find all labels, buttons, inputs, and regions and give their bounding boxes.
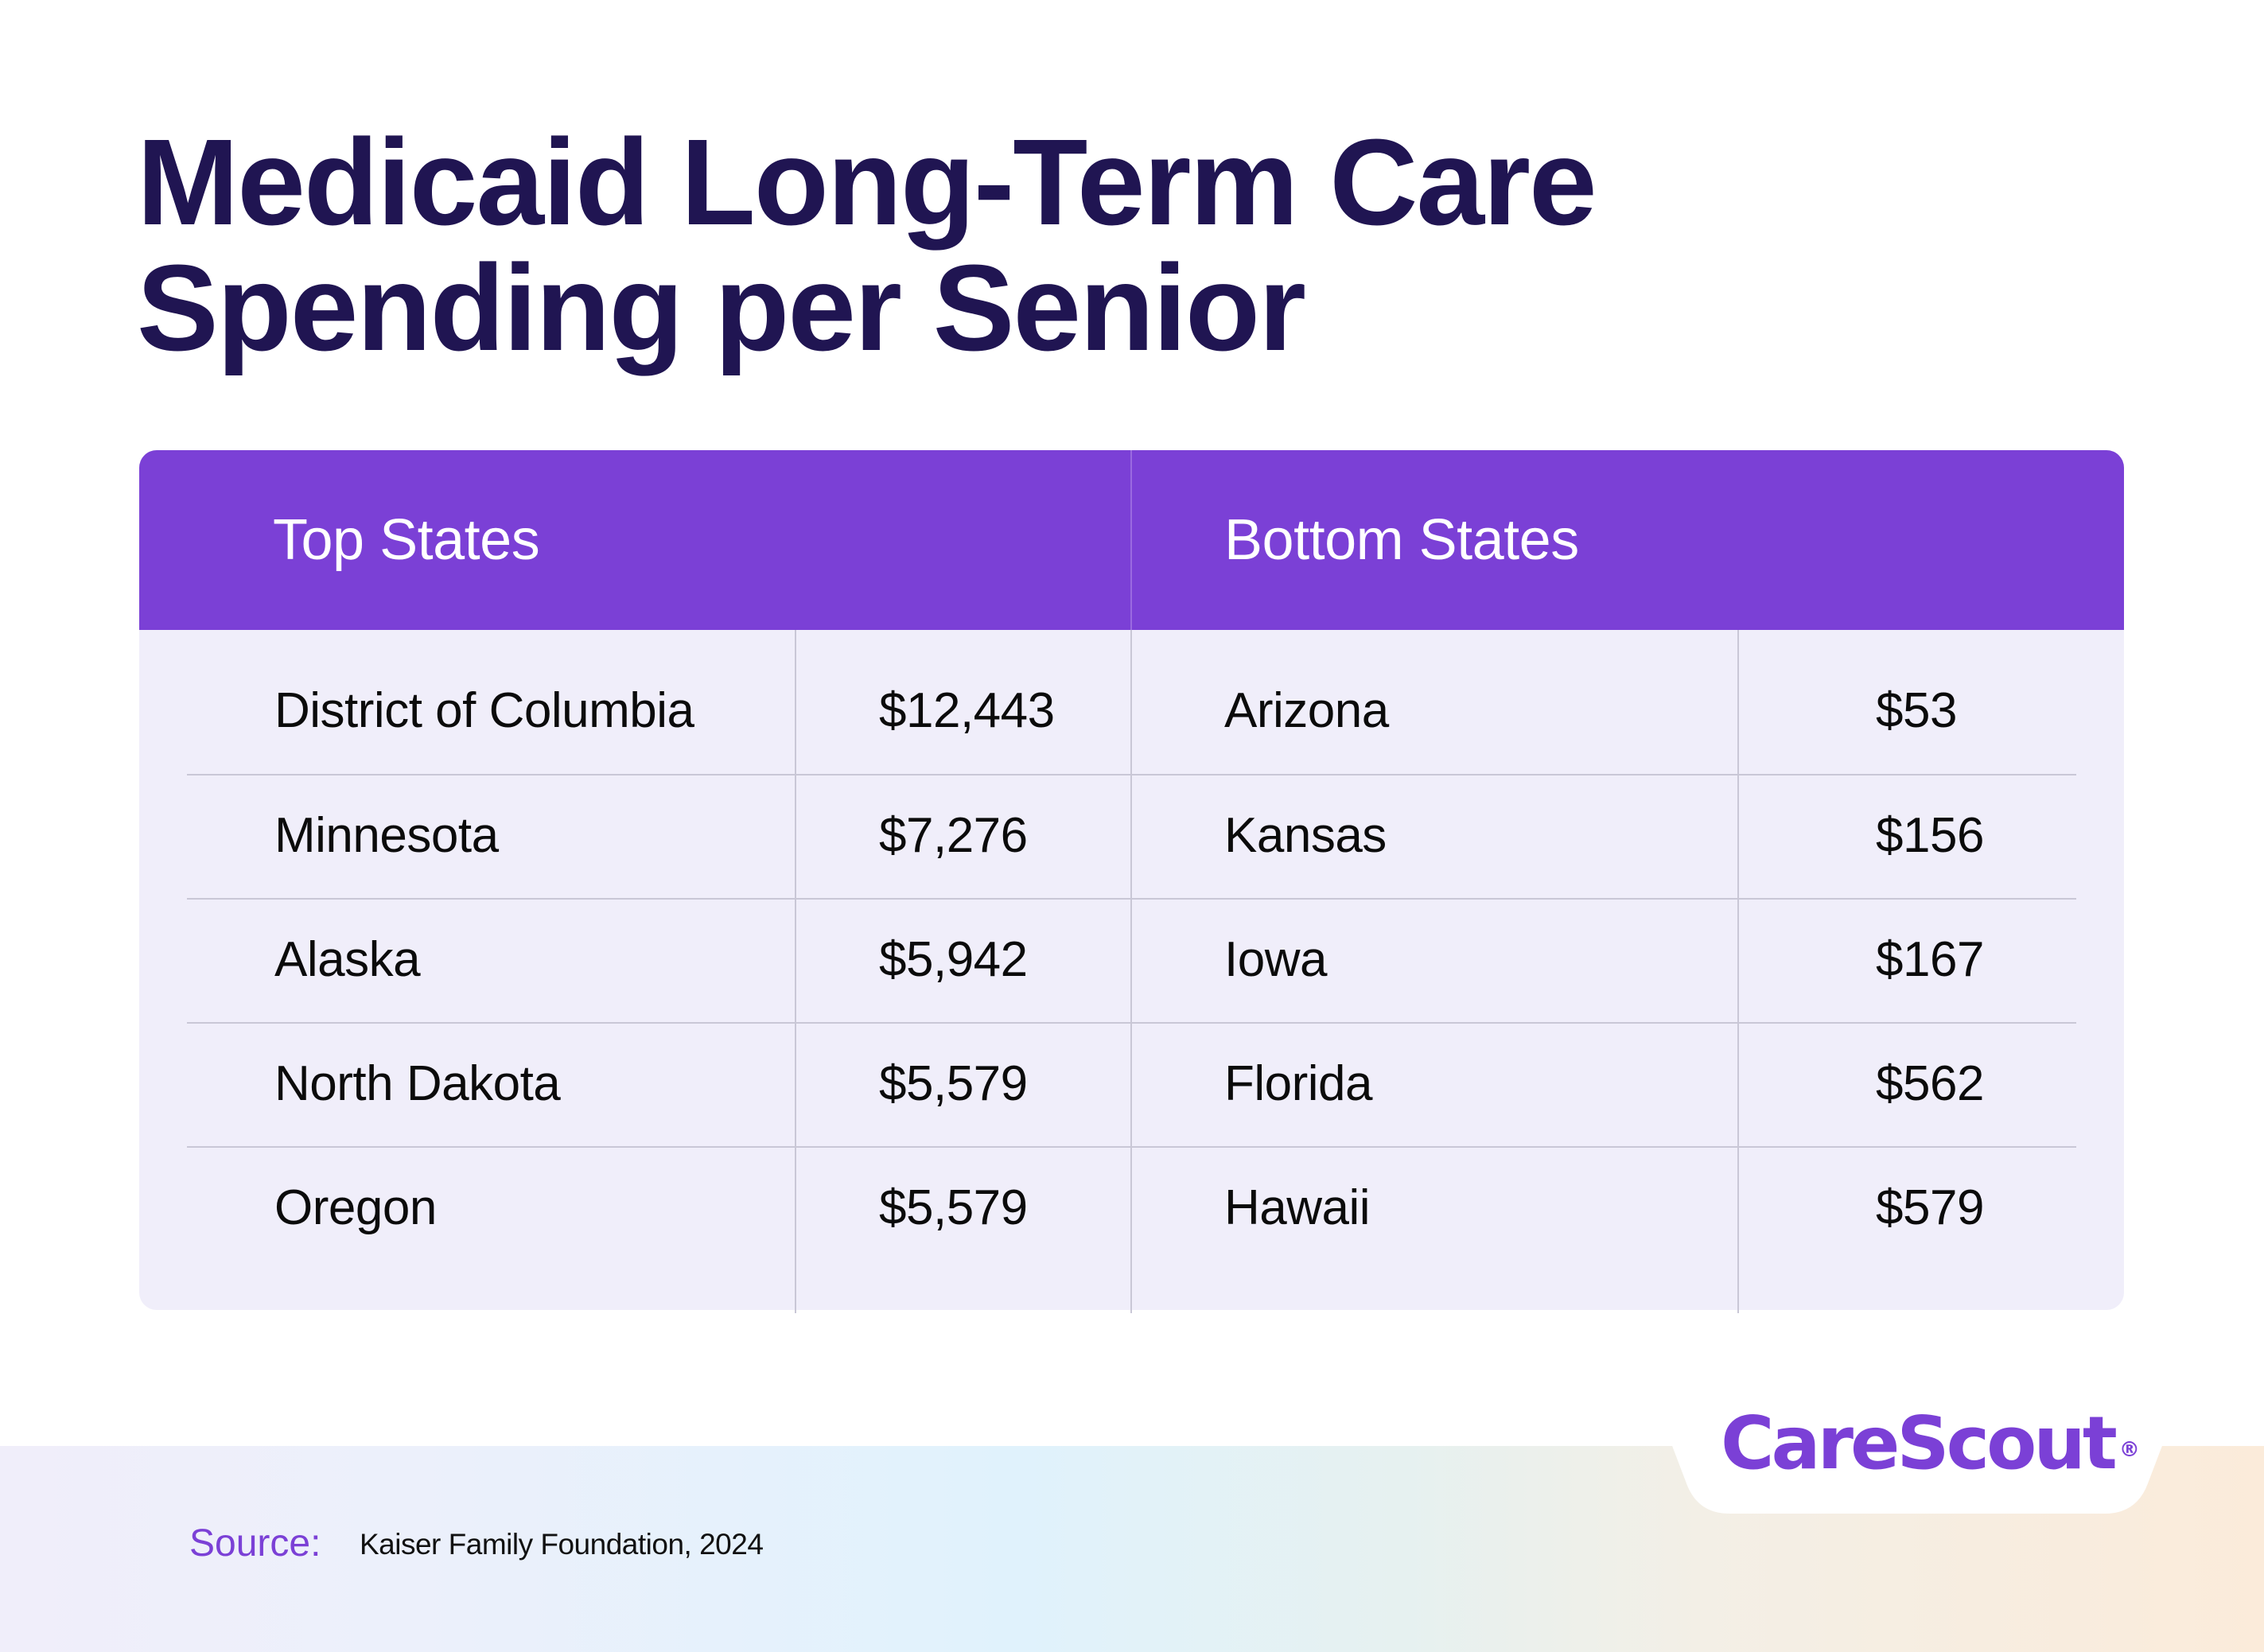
table-row: Minnesota $7,276 Kansas $156 bbox=[139, 774, 2124, 898]
top-state-name: Minnesota bbox=[274, 808, 499, 863]
bottom-state-name: Arizona bbox=[1224, 683, 1389, 738]
header-divider bbox=[1130, 450, 1132, 630]
top-state-name: Oregon bbox=[274, 1180, 437, 1235]
bottom-state-value: $53 bbox=[1876, 683, 1957, 738]
header-bottom-states: Bottom States bbox=[1224, 508, 1579, 572]
logo-text: CareScout bbox=[1721, 1401, 2118, 1486]
row-divider bbox=[187, 1022, 2076, 1024]
top-state-value: $12,443 bbox=[879, 683, 1055, 738]
bottom-state-name: Kansas bbox=[1224, 808, 1387, 863]
bottom-state-value: $579 bbox=[1876, 1180, 1984, 1235]
top-state-value: $5,579 bbox=[879, 1056, 1028, 1111]
top-state-value: $7,276 bbox=[879, 808, 1028, 863]
top-state-value: $5,579 bbox=[879, 1180, 1028, 1235]
spending-table: Top States Bottom States District of Col… bbox=[139, 450, 2124, 1313]
title-line-2: Spending per Senior bbox=[137, 239, 1306, 376]
source-label: Source: bbox=[189, 1522, 321, 1565]
title-line-1: Medicaid Long-Term Care bbox=[137, 114, 1597, 251]
top-state-name: North Dakota bbox=[274, 1056, 561, 1111]
table-row: Oregon $5,579 Hawaii $579 bbox=[139, 1146, 2124, 1270]
table-row: Alaska $5,942 Iowa $167 bbox=[139, 898, 2124, 1022]
top-state-value: $5,942 bbox=[879, 932, 1028, 987]
row-divider bbox=[187, 774, 2076, 775]
carescout-logo: CareScout ® bbox=[1721, 1400, 2140, 1487]
source-text: Kaiser Family Foundation, 2024 bbox=[360, 1528, 764, 1561]
table-row: North Dakota $5,579 Florida $562 bbox=[139, 1022, 2124, 1146]
column-divider-bottom-values bbox=[1737, 630, 1739, 1313]
bottom-state-value: $156 bbox=[1876, 808, 1984, 863]
bottom-state-name: Iowa bbox=[1224, 932, 1327, 987]
top-state-name: District of Columbia bbox=[274, 683, 694, 738]
bottom-state-value: $562 bbox=[1876, 1056, 1984, 1111]
bottom-state-value: $167 bbox=[1876, 932, 1984, 987]
bottom-state-name: Hawaii bbox=[1224, 1180, 1371, 1235]
bottom-state-name: Florida bbox=[1224, 1056, 1373, 1111]
column-divider-top-values bbox=[795, 630, 796, 1313]
table-row: District of Columbia $12,443 Arizona $53 bbox=[139, 649, 2124, 773]
top-state-name: Alaska bbox=[274, 932, 421, 987]
column-divider-middle bbox=[1130, 450, 1132, 1313]
row-divider bbox=[187, 1146, 2076, 1148]
logo-tab-shape bbox=[1655, 1400, 2180, 1514]
row-divider bbox=[187, 898, 2076, 900]
registered-mark-icon: ® bbox=[2118, 1438, 2140, 1462]
page-title: Medicaid Long-Term Care Spending per Sen… bbox=[137, 114, 1597, 376]
header-top-states: Top States bbox=[273, 508, 540, 572]
